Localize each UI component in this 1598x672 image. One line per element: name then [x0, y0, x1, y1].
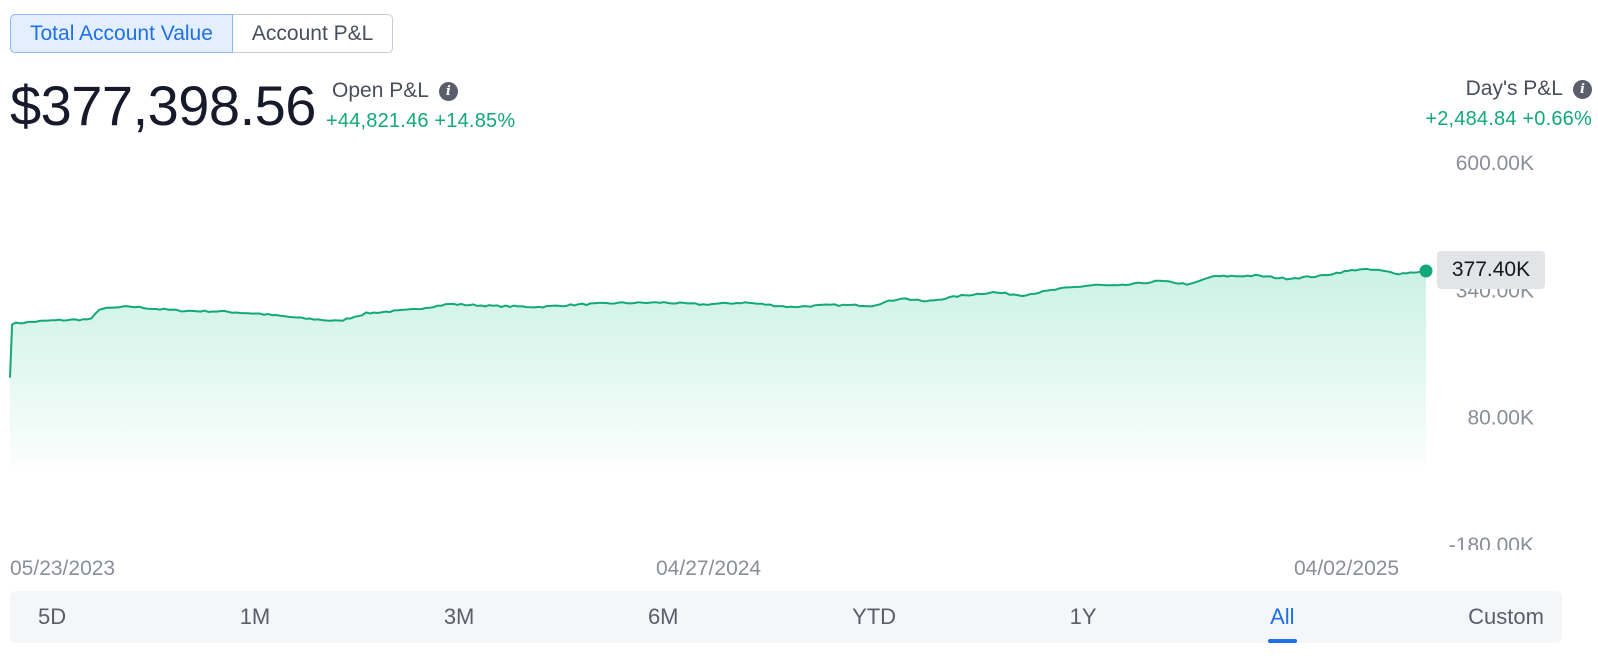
view-tabs: Total Account Value Account P&L — [10, 14, 394, 53]
info-icon[interactable]: i — [438, 81, 458, 101]
tab-total-account-value[interactable]: Total Account Value — [10, 14, 233, 53]
y-tick-label: 80.00K — [1467, 407, 1534, 430]
current-value-tag: 377.40K — [1437, 251, 1545, 289]
range-option-3m[interactable]: 3M — [443, 604, 475, 629]
y-tick-label: -180.00K — [1449, 534, 1534, 550]
days-pl-value: +2,484.84 +0.66% — [1425, 108, 1592, 130]
x-axis-label-start: 05/23/2023 — [10, 557, 116, 580]
range-option-1y[interactable]: 1Y — [1069, 604, 1097, 629]
area-fill — [10, 268, 1426, 465]
time-range-selector: 5D 1M 3M 6M YTD 1Y All Custom — [10, 591, 1562, 643]
open-pl-label: Open P&L — [332, 79, 429, 102]
open-pl-value: +44,821.46 +14.85% — [326, 110, 516, 132]
range-option-1m[interactable]: 1M — [239, 604, 271, 629]
current-value-dot — [1419, 264, 1433, 278]
series-line — [9, 267, 1427, 378]
open-pl-block: Open P&L i +44,821.46 +14.85% — [326, 78, 515, 133]
tab-account-pl[interactable]: Account P&L — [232, 14, 394, 53]
range-option-custom[interactable]: Custom — [1468, 604, 1544, 629]
x-axis-label-end: 04/02/2025 — [1294, 557, 1400, 580]
range-option-6m[interactable]: 6M — [647, 604, 679, 629]
total-account-value: $377,398.56 — [10, 74, 316, 137]
info-icon[interactable]: i — [1573, 79, 1592, 99]
y-tick-label: 600.00K — [1456, 152, 1534, 175]
x-axis-label-mid: 04/27/2024 — [656, 557, 762, 580]
days-pl-label: Day's P&L — [1465, 77, 1563, 100]
range-option-ytd[interactable]: YTD — [852, 604, 897, 629]
range-option-5d[interactable]: 5D — [38, 604, 67, 629]
days-pl-block: Day's P&L i +2,484.84 +0.66% — [1425, 76, 1592, 131]
range-option-all[interactable]: All — [1268, 591, 1298, 643]
